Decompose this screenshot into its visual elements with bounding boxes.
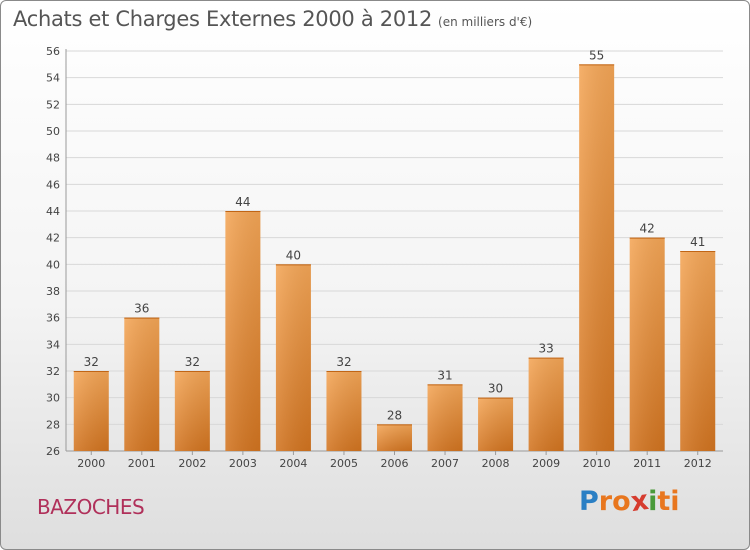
x-tick-label: 2003 — [229, 457, 257, 470]
x-tick-label: 2010 — [583, 457, 611, 470]
x-tick-label: 2004 — [279, 457, 307, 470]
bar-shade — [225, 211, 261, 451]
y-tick-label: 30 — [46, 392, 60, 405]
proxiti-logo: Proxiti — [579, 484, 680, 519]
x-tick-label: 2011 — [633, 457, 661, 470]
y-tick-label: 50 — [46, 125, 60, 138]
data-label: 32 — [185, 355, 200, 369]
y-tick-label: 38 — [46, 285, 60, 298]
chart-subtitle: (en milliers d'€) — [438, 15, 533, 29]
x-tick-label: 2009 — [532, 457, 560, 470]
y-tick-label: 52 — [46, 98, 60, 111]
data-label: 32 — [336, 355, 351, 369]
x-tick-label: 2005 — [330, 457, 358, 470]
logo-letter: t — [657, 486, 671, 517]
data-label: 30 — [488, 382, 503, 396]
logo-letter: i — [670, 486, 680, 517]
logo-letter: P — [579, 486, 599, 517]
y-tick-label: 56 — [46, 45, 60, 58]
bar-shade — [579, 64, 615, 452]
data-label: 41 — [690, 235, 705, 249]
data-label: 28 — [387, 408, 402, 422]
x-tick-label: 2012 — [684, 457, 712, 470]
x-tick-label: 2002 — [178, 457, 206, 470]
data-label: 36 — [134, 302, 149, 316]
bar-shade — [326, 371, 362, 451]
y-tick-label: 32 — [46, 365, 60, 378]
town-name: BAZOCHES — [37, 495, 145, 519]
logo-letter: i — [648, 486, 658, 517]
y-tick-label: 46 — [46, 178, 60, 191]
x-tick-label: 2008 — [482, 457, 510, 470]
y-tick-label: 54 — [46, 72, 60, 85]
data-label: 31 — [437, 368, 452, 382]
y-tick-label: 34 — [46, 338, 60, 351]
x-tick-label: 2000 — [77, 457, 105, 470]
bar-shade — [275, 264, 311, 451]
y-tick-label: 26 — [46, 445, 60, 458]
x-tick-label: 2006 — [381, 457, 409, 470]
bar-shade — [680, 251, 716, 451]
data-label: 32 — [84, 355, 99, 369]
bar-shade — [174, 371, 210, 451]
chart-title: Achats et Charges Externes 2000 à 2012 (e… — [13, 7, 532, 31]
bar-shade — [377, 424, 412, 451]
bar-shade — [629, 237, 665, 451]
y-tick-label: 44 — [46, 205, 60, 218]
data-label: 33 — [538, 342, 553, 356]
data-label: 42 — [640, 222, 655, 236]
bar-shade — [427, 384, 463, 451]
x-tick-label: 2007 — [431, 457, 459, 470]
x-tick-label: 2001 — [128, 457, 156, 470]
y-tick-label: 48 — [46, 152, 60, 165]
data-label: 44 — [235, 195, 250, 209]
bar-shade — [124, 317, 160, 451]
y-tick-label: 28 — [46, 418, 60, 431]
y-tick-label: 42 — [46, 232, 60, 245]
bar-shade — [478, 397, 514, 451]
data-label: 40 — [286, 248, 301, 262]
logo-letter: o — [612, 486, 631, 517]
logo-letter: r — [598, 486, 613, 517]
y-tick-label: 40 — [46, 258, 60, 271]
bar-shade — [528, 357, 564, 451]
data-label: 55 — [589, 48, 604, 62]
title-text: Achats et Charges Externes 2000 à 2012 — [13, 7, 433, 31]
bar-shade — [73, 371, 109, 451]
y-tick-label: 36 — [46, 312, 60, 325]
logo-letter: x — [628, 484, 651, 519]
